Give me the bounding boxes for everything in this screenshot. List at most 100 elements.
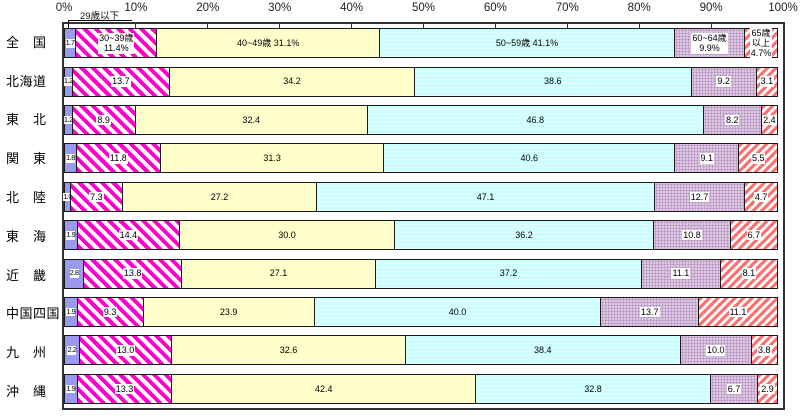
x-axis-tick-label: 60% bbox=[483, 2, 507, 14]
bar-segment: 11.1 bbox=[641, 258, 721, 289]
segment-value-label: 6.7 bbox=[746, 230, 762, 241]
segment-value-label: 42.4 bbox=[314, 383, 333, 394]
bar-row: 1.9 13.3 42.4 32.8 6.7 2.9 bbox=[64, 370, 783, 408]
x-axis: 0% 10% 20% 30% 40% 50% 60% 70% 80% 90% 100% bbox=[56, 2, 798, 16]
region-label: 中国四国 bbox=[6, 306, 61, 322]
segment-value-label: 3.8 bbox=[757, 345, 772, 356]
bar-row: 1.2 13.7 34.2 38.6 9.2 3.1 bbox=[63, 62, 783, 100]
bar-segment: 47.1 bbox=[316, 181, 655, 212]
region-label: 九 州 bbox=[6, 345, 47, 361]
bar-segment: 23.9 bbox=[142, 297, 315, 328]
bar-segment: 37.2 bbox=[374, 258, 643, 289]
bar-segment: 14.4 bbox=[76, 220, 181, 251]
region-label: 北海道 bbox=[6, 73, 47, 89]
segment-value-label: 8.9 bbox=[96, 114, 111, 126]
stacked-bar: 2.8 13.8 27.1 37.2 11.1 8.1 bbox=[64, 258, 783, 289]
segment-value-label: 1.8 bbox=[65, 153, 75, 163]
x-axis-tick-label: 20% bbox=[196, 2, 220, 14]
bar-segment: 9.1 bbox=[674, 143, 740, 174]
segment-value-label: 40.0 bbox=[448, 306, 467, 317]
segment-value-label: 47.1 bbox=[476, 191, 495, 202]
segment-value-label: 36.2 bbox=[515, 230, 533, 241]
bar-segment: 7.3 bbox=[70, 181, 123, 212]
bar-segment: 65歳 以上 4.7% bbox=[744, 27, 778, 59]
segment-value-label: 30~39歳 11.4% bbox=[98, 32, 135, 54]
bar-segment: 13.3 bbox=[76, 373, 173, 404]
segment-value-label: 8.2 bbox=[724, 114, 740, 126]
bar-segment: 13.7 bbox=[600, 297, 700, 328]
segment-value-label: 50~59歳 41.1% bbox=[495, 38, 559, 49]
segment-value-label: 60~64歳 9.9% bbox=[691, 32, 728, 54]
segment-value-label: 32.6 bbox=[279, 345, 298, 356]
stacked-bar: 1.9 13.3 42.4 32.8 6.7 2.9 bbox=[64, 373, 783, 404]
region-label: 東 海 bbox=[6, 228, 47, 244]
x-axis-tick-label: 100% bbox=[768, 2, 798, 14]
bar-segment: 32.6 bbox=[171, 335, 406, 366]
segment-value-label: 38.4 bbox=[533, 345, 552, 356]
age-callout-label: 29歳以下 bbox=[80, 11, 120, 22]
segment-value-label: 2.9 bbox=[760, 383, 775, 395]
bar-segment: 9.3 bbox=[76, 297, 144, 328]
bar-segment: 27.1 bbox=[181, 258, 376, 289]
bar-segment: 50~59歳 41.1% bbox=[379, 28, 675, 59]
segment-value-label: 6.7 bbox=[726, 383, 742, 395]
bar-row: 1.2 8.9 32.4 46.8 8.2 2.4 bbox=[63, 101, 783, 139]
stacked-bar: 1.0 7.3 27.2 47.1 12.7 4.7 bbox=[63, 181, 783, 212]
bar-segment: 13.7 bbox=[71, 66, 171, 97]
stacked-bar: 1.8 11.8 31.3 40.6 9.1 5.5 bbox=[64, 143, 783, 174]
x-axis-tick-label: 0% bbox=[55, 2, 73, 14]
region-label: 沖 縄 bbox=[6, 384, 47, 400]
segment-value-label: 27.2 bbox=[210, 191, 229, 202]
x-axis-tick-label: 10% bbox=[124, 2, 148, 14]
bar-segment: 1.9 bbox=[64, 373, 78, 404]
bar-segment: 5.5 bbox=[738, 143, 778, 174]
bar-segment: 8.9 bbox=[71, 105, 136, 136]
x-axis-tick-label: 30% bbox=[268, 2, 292, 14]
stacked-bar: 1.2 8.9 32.4 46.8 8.2 2.4 bbox=[63, 105, 783, 136]
segment-value-label: 7.3 bbox=[89, 191, 104, 202]
bar-row: 2.2 13.0 32.6 38.4 10.0 3.8 bbox=[64, 331, 783, 369]
segment-value-label: 1.9 bbox=[66, 306, 76, 317]
segment-value-label: 31.3 bbox=[263, 153, 281, 164]
bar-segment: 11.1 bbox=[698, 297, 778, 328]
bar-segment: 40.0 bbox=[313, 297, 602, 328]
segment-value-label: 13.7 bbox=[111, 76, 131, 87]
segment-value-label: 4.7 bbox=[753, 191, 769, 202]
bar-segment: 34.2 bbox=[169, 66, 416, 97]
bar-segment: 1.9 bbox=[64, 297, 78, 328]
plot-area: 1.7 30~39歳 11.4% 40~49歳 31.1% 50~59歳 41.1% 60… bbox=[62, 22, 785, 410]
bar-segment: 31.3 bbox=[159, 143, 385, 174]
segment-value-label: 13.7 bbox=[640, 306, 660, 318]
x-axis-tick-mark bbox=[207, 24, 209, 29]
bar-segment: 30~39歳 11.4% bbox=[75, 28, 158, 59]
bar-segment: 2.9 bbox=[757, 373, 778, 404]
x-axis-tick-label: 70% bbox=[555, 2, 579, 14]
segment-value-label: 34.2 bbox=[283, 76, 301, 87]
segment-value-label: 37.2 bbox=[499, 268, 518, 279]
region-label: 北 陸 bbox=[6, 190, 47, 206]
bar-segment: 42.4 bbox=[171, 373, 477, 404]
segment-value-label: 32.8 bbox=[584, 383, 602, 394]
x-axis-tick-mark bbox=[351, 24, 353, 29]
bar-row: 1.8 11.8 31.3 40.6 9.1 5.5 bbox=[64, 139, 783, 177]
bar-segment: 2.8 bbox=[64, 258, 85, 289]
bar-row: 2.8 13.8 27.1 37.2 11.1 8.1 bbox=[64, 254, 783, 292]
segment-value-label: 1.0 bbox=[63, 191, 73, 202]
x-axis-tick-mark bbox=[423, 24, 424, 29]
segment-value-label: 65歳 以上 4.7% bbox=[749, 27, 773, 59]
bar-segment: 36.2 bbox=[393, 220, 655, 251]
stacked-bar: 1.9 9.3 23.9 40.0 13.7 11.1 bbox=[64, 297, 783, 328]
segment-value-label: 9.2 bbox=[716, 76, 731, 87]
segment-value-label: 13.8 bbox=[122, 268, 143, 279]
x-axis-tick-mark bbox=[638, 24, 640, 29]
segment-value-label: 1.9 bbox=[66, 229, 76, 240]
bar-segment: 13.0 bbox=[78, 335, 173, 366]
stacked-bar: 1.9 14.4 30.0 36.2 10.8 6.7 bbox=[64, 220, 783, 251]
bar-row: 1.7 30~39歳 11.4% 40~49歳 31.1% 50~59歳 41.1% 60… bbox=[64, 24, 783, 62]
segment-value-label: 38.6 bbox=[544, 76, 562, 87]
bar-segment: 40.6 bbox=[383, 143, 676, 174]
segment-value-label: 14.4 bbox=[118, 230, 139, 241]
segment-value-label: 40~49歳 31.1% bbox=[237, 38, 300, 49]
bar-segment: 11.8 bbox=[75, 143, 161, 174]
segment-value-label: 32.4 bbox=[242, 114, 261, 125]
